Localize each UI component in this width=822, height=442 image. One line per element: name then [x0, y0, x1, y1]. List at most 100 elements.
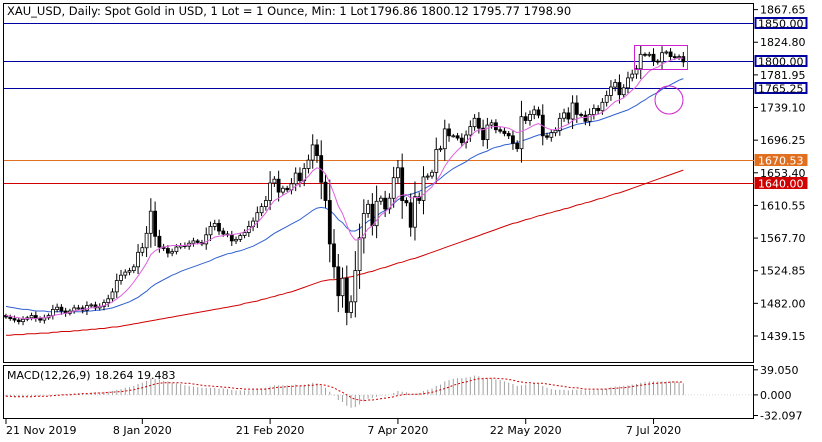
- candle-body: [655, 60, 660, 63]
- annotation-rectangle[interactable]: [634, 45, 688, 70]
- candle-body: [476, 117, 481, 129]
- candle-body: [617, 82, 622, 96]
- candle-body: [136, 251, 141, 268]
- annotation-ellipse[interactable]: [654, 85, 684, 115]
- candle-body: [144, 232, 149, 249]
- horizontal-lines: [4, 23, 754, 184]
- level-label-inner-1: [756, 57, 806, 65]
- price-tick-label-10: 1439.15: [760, 330, 806, 343]
- candle-body: [59, 306, 64, 312]
- candle-body: [12, 318, 17, 321]
- candle-body: [255, 212, 260, 222]
- candle-body: [579, 114, 583, 116]
- macd-signal: [6, 377, 684, 402]
- candle-body: [528, 114, 532, 121]
- candle-body: [643, 53, 647, 56]
- candle-body: [391, 177, 396, 199]
- candle-body: [523, 116, 528, 121]
- candle-body: [123, 271, 128, 276]
- candle-body: [506, 133, 511, 137]
- macd-indicator-name: MACD(12,26,9): [7, 369, 91, 382]
- candle-body: [204, 234, 209, 245]
- candle-body: [425, 175, 430, 178]
- candle-body: [221, 230, 226, 235]
- candle-body: [157, 235, 162, 248]
- candle-body: [344, 277, 349, 313]
- candle-body: [85, 305, 89, 311]
- ma-mid: [5, 78, 684, 313]
- candle-body: [395, 167, 400, 179]
- candle-body: [404, 200, 409, 204]
- ma-fast-line: [5, 57, 684, 320]
- candle-body: [562, 112, 566, 119]
- macd-histogram: [4, 375, 754, 408]
- candle-body: [455, 135, 460, 139]
- candle-body: [677, 56, 681, 58]
- candle-body: [383, 197, 388, 210]
- candle-body: [587, 114, 592, 122]
- candle-body: [280, 187, 285, 193]
- level-label-text-1: 1800.00: [758, 56, 804, 69]
- candle-body: [234, 238, 238, 242]
- candle-body: [378, 197, 383, 202]
- candle-body: [353, 270, 358, 303]
- candle-body: [519, 116, 524, 150]
- candle-body: [89, 304, 94, 307]
- time-tick-label-1: 8 Jan 2020: [113, 424, 172, 437]
- candle-body: [361, 213, 366, 239]
- time-axis: 21 Nov 2019 8 Jan 2020 21 Feb 2020 7 Apr 20…: [5, 419, 681, 437]
- level-label-text-2: 1765.25: [758, 83, 804, 96]
- candle-body: [51, 308, 55, 316]
- candle-body: [165, 248, 170, 254]
- candle-body: [170, 251, 175, 254]
- level-label-text-4: 1640.00: [758, 178, 804, 191]
- candle-body: [553, 129, 558, 134]
- candle-body: [613, 82, 618, 88]
- price-tick-label-6: 1610.55: [760, 199, 806, 212]
- candle-body: [630, 73, 635, 79]
- candle-body: [532, 109, 537, 115]
- candle-body: [515, 142, 520, 150]
- candle-body: [451, 135, 456, 138]
- candle-body: [604, 95, 609, 103]
- time-tick-label-4: 22 May 2020: [490, 424, 562, 437]
- candle-body: [638, 53, 643, 70]
- candle-body: [119, 274, 123, 281]
- candle-body: [259, 206, 264, 214]
- candle-body: [498, 129, 503, 132]
- candle-body: [557, 117, 562, 131]
- macd-axis: 39.050 0.000 -32.097: [754, 364, 802, 422]
- candle-body: [536, 109, 541, 116]
- price-tick-label-5: 1653.40: [760, 167, 806, 180]
- price-tick-label-7: 1567.70: [760, 232, 806, 245]
- candle-body: [566, 112, 571, 120]
- candle-body: [323, 181, 328, 201]
- candle-body: [574, 102, 579, 115]
- candle-body: [131, 266, 136, 271]
- candle-body: [285, 187, 290, 191]
- candle-body: [592, 108, 596, 115]
- candle-body: [293, 172, 298, 185]
- candle-body: [459, 137, 464, 144]
- candle-body: [76, 307, 81, 310]
- price-tick-label-0: 1867.65: [760, 4, 806, 17]
- candle-body: [93, 304, 98, 309]
- candle-body: [570, 102, 575, 120]
- candle-body: [387, 197, 392, 210]
- candle-body: [600, 101, 605, 112]
- candle-body: [430, 171, 434, 177]
- candle-body: [242, 232, 247, 236]
- symbol-info: XAU_USD, Daily: Spot Gold in USD, 1 Lot …: [7, 4, 369, 18]
- candle-body: [609, 86, 613, 96]
- candle-body: [400, 167, 405, 202]
- candle-body: [374, 200, 379, 227]
- candle-body: [302, 168, 307, 182]
- price-tick-label-9: 1482.00: [760, 297, 806, 310]
- level-label-bg-4: [754, 177, 808, 189]
- ma-mid-line: [5, 78, 684, 313]
- macd-tick-label-0: 39.050: [760, 364, 799, 377]
- candle-body: [621, 87, 626, 96]
- candle-body: [297, 172, 302, 182]
